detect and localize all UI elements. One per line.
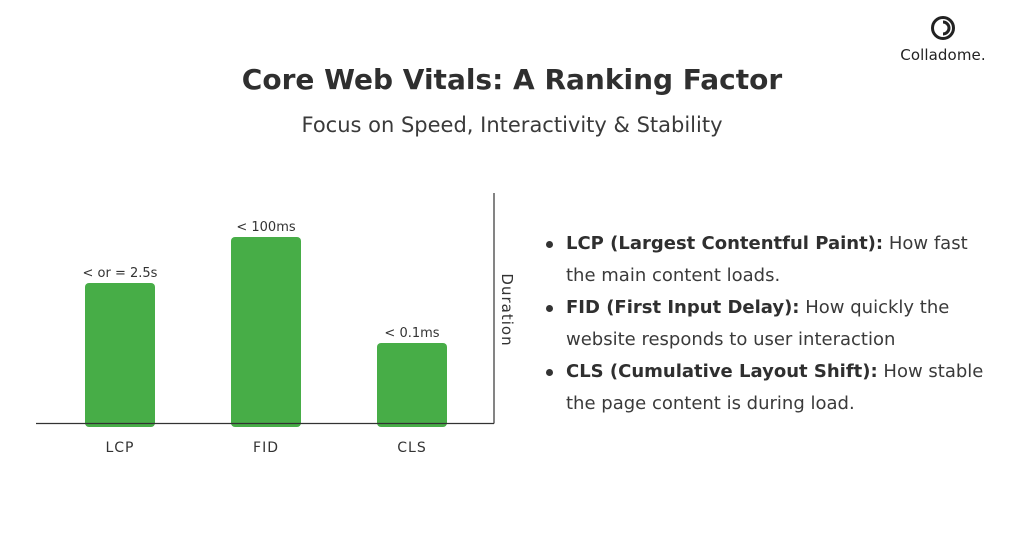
y-axis-label: Duration [498,273,516,346]
bullet-text: How stable the page content is during lo… [566,361,984,414]
page-subtitle: Focus on Speed, Interactivity & Stabilit… [301,113,723,137]
bar-lcp [85,283,155,427]
bullet-dot [546,369,553,376]
data-label-cls: < 0.1ms [384,326,439,341]
x-tick-label-fid: FID [253,440,279,456]
bar-cls [377,343,447,427]
bullet-dot [546,241,553,248]
page-title: Core Web Vitals: A Ranking Factor [241,63,783,96]
bullet-dot [546,305,553,312]
bullet-term: CLS (Cumulative Layout Shift): [566,361,878,382]
brand-name: Colladome. [900,46,986,64]
bullet-text: How quickly the website responds to user… [566,297,950,350]
bullet-term: FID (First Input Delay): [566,297,800,318]
bullet-fid: FID (First Input Delay): How quickly the… [540,292,1000,356]
bullet-cls: CLS (Cumulative Layout Shift): How stabl… [540,356,1000,420]
data-label-fid: < 100ms [236,220,296,235]
ring-logo-icon [931,16,955,40]
bar-chart: < or = 2.5s LCP < 100ms FID < 0.1ms CLS Durat… [36,193,516,456]
bullet-lcp: LCP (Largest Contentful Paint): How fast… [540,228,1000,292]
x-tick-label-cls: CLS [397,440,426,456]
x-tick-label-lcp: LCP [105,440,134,456]
bullet-term: LCP (Largest Contentful Paint): [566,233,884,254]
data-label-lcp: < or = 2.5s [83,266,158,281]
brand-logo: Colladome. [888,14,998,64]
metric-descriptions: LCP (Largest Contentful Paint): How fast… [540,228,1000,420]
bullet-text: How fast the main content loads. [566,233,968,286]
bar-fid [231,237,301,427]
